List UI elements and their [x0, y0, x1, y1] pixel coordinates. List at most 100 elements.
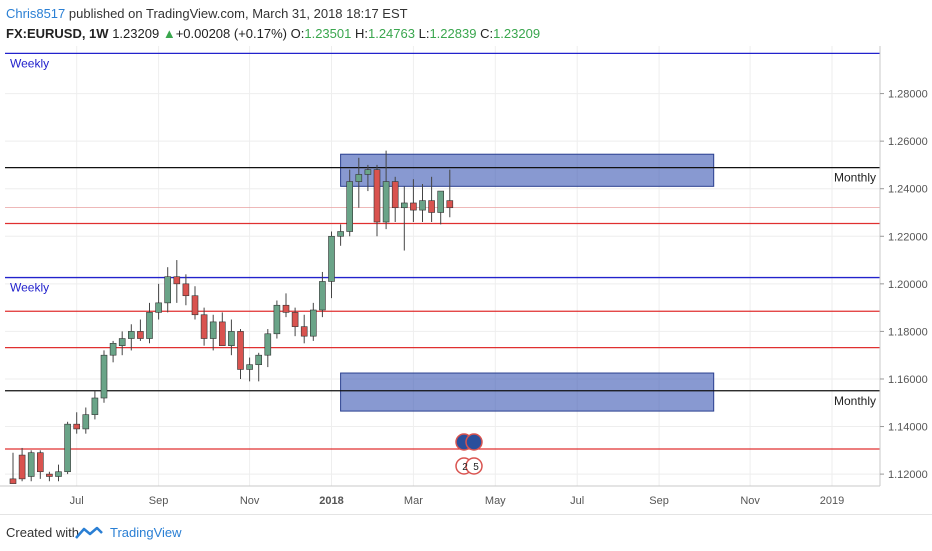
price-tick-label: 1.28000: [888, 89, 928, 101]
candle-body: [64, 423, 71, 473]
candle-body: [182, 283, 190, 297]
ohlc-legend: FX:EURUSD, 1W 1.23209 ▲+0.00208 (+0.17%)…: [6, 26, 540, 41]
candlesticks: [9, 150, 454, 484]
tradingview-link[interactable]: TradingView: [110, 525, 182, 540]
candle-body: [228, 331, 235, 346]
close-label: C:: [480, 26, 494, 41]
candle-body: [27, 452, 35, 477]
candle-body: [355, 174, 363, 182]
candle-body: [446, 200, 454, 209]
candle-body: [410, 202, 417, 211]
price-tick-label: 1.22000: [888, 231, 928, 243]
candle-body: [200, 314, 208, 339]
candle-body: [36, 452, 44, 473]
time-tick-label: 2019: [820, 495, 844, 507]
price-tick-label: 1.18000: [888, 326, 928, 338]
time-tick-label: Jul: [570, 495, 584, 507]
chart-header: Chris8517 published on TradingView.com, …: [0, 0, 932, 46]
price-tick-label: 1.16000: [888, 374, 928, 386]
candle-body: [155, 302, 162, 313]
candle-body: [337, 231, 344, 237]
created-with-text: Created with: [6, 525, 79, 540]
high-value: 1.24763: [367, 26, 415, 41]
supply-demand-zones[interactable]: [340, 153, 715, 412]
candle-body: [255, 354, 262, 366]
candle-body: [319, 281, 326, 311]
candle-body: [282, 304, 290, 313]
candle-body: [309, 309, 317, 337]
candle-body: [46, 473, 53, 477]
candle-body: [82, 414, 90, 430]
flag-icon: [465, 433, 483, 451]
time-tick-label: Sep: [649, 495, 669, 507]
candle-body: [246, 364, 253, 370]
price-chart[interactable]: 1.29690Weekly1.24885Monthly1.232091.2253…: [0, 46, 932, 514]
candle-body: [300, 326, 308, 337]
price-tick-label: 1.24000: [888, 184, 928, 196]
price-axis-bg: [880, 46, 932, 514]
author-link[interactable]: Chris8517: [6, 6, 66, 21]
candle-body: [237, 331, 244, 370]
time-axis[interactable]: Jul Sep Nov 2018 Mar May Jul Sep Nov 2019: [0, 485, 880, 507]
candle-body: [209, 321, 217, 339]
time-tick-label: Nov: [740, 495, 760, 507]
candle-body: [91, 397, 99, 415]
candle-body: [73, 423, 80, 430]
candle-body: [137, 331, 144, 339]
level-text-label: Weekly: [10, 281, 49, 295]
time-tick-label: 2018: [319, 495, 343, 507]
candle-body: [18, 454, 26, 480]
candle-body: [146, 312, 153, 339]
close-value: 1.23209: [493, 26, 541, 41]
tradingview-logo-icon[interactable]: [75, 526, 103, 540]
price-tick-label: 1.12000: [888, 469, 928, 481]
last-price: 1.23209: [112, 26, 160, 41]
candle-body: [164, 276, 171, 304]
candle-body: [328, 235, 335, 282]
candle-body: [391, 181, 399, 209]
candle-body: [437, 190, 445, 213]
level-text-label: Monthly: [834, 171, 876, 185]
open-label: O:: [290, 26, 305, 41]
candle-body: [291, 312, 299, 327]
candle-body: [346, 181, 354, 232]
event-count: 5: [473, 462, 479, 473]
symbol-label: FX:EURUSD, 1W: [6, 26, 109, 41]
candle-body: [373, 169, 381, 223]
candle-body: [55, 471, 62, 477]
candle-body: [9, 478, 17, 484]
candle-body: [118, 338, 126, 346]
up-arrow-icon: ▲: [162, 26, 176, 41]
time-tick-label: Sep: [149, 495, 169, 507]
flag-icon: [465, 457, 483, 475]
candle-body: [428, 200, 435, 213]
candle-body: [382, 181, 390, 223]
candle-body: [109, 342, 117, 356]
price-tick-label: 1.14000: [888, 422, 928, 434]
low-value: 1.22839: [429, 26, 477, 41]
candle-body: [264, 333, 272, 356]
candle-body: [273, 304, 281, 335]
low-label: L:: [418, 26, 430, 41]
candle-body: [419, 200, 426, 211]
price-change: +0.00208 (+0.17%): [175, 26, 287, 41]
candle-body: [219, 321, 226, 346]
time-tick-label: May: [485, 495, 506, 507]
candle-body: [191, 295, 199, 316]
time-tick-label: Nov: [240, 495, 260, 507]
level-text-label: Weekly: [10, 56, 49, 70]
price-tick-label: 1.20000: [888, 279, 928, 291]
candle-body: [100, 354, 108, 399]
price-axis[interactable]: 1.12000 1.14000 1.16000 1.18000 1.20000 1.220…: [879, 46, 932, 514]
price-tick-label: 1.26000: [888, 136, 928, 148]
candle-body: [173, 276, 181, 285]
zone-rectangle: [340, 372, 715, 412]
footer: Created with TradingView: [0, 514, 932, 551]
open-value: 1.23501: [304, 26, 352, 41]
published-text: published on TradingView.com, March 31, …: [65, 6, 408, 21]
candle-body: [364, 169, 372, 175]
zone-rectangle: [340, 153, 715, 187]
time-tick-label: Mar: [404, 495, 423, 507]
time-tick-label: Jul: [70, 495, 84, 507]
